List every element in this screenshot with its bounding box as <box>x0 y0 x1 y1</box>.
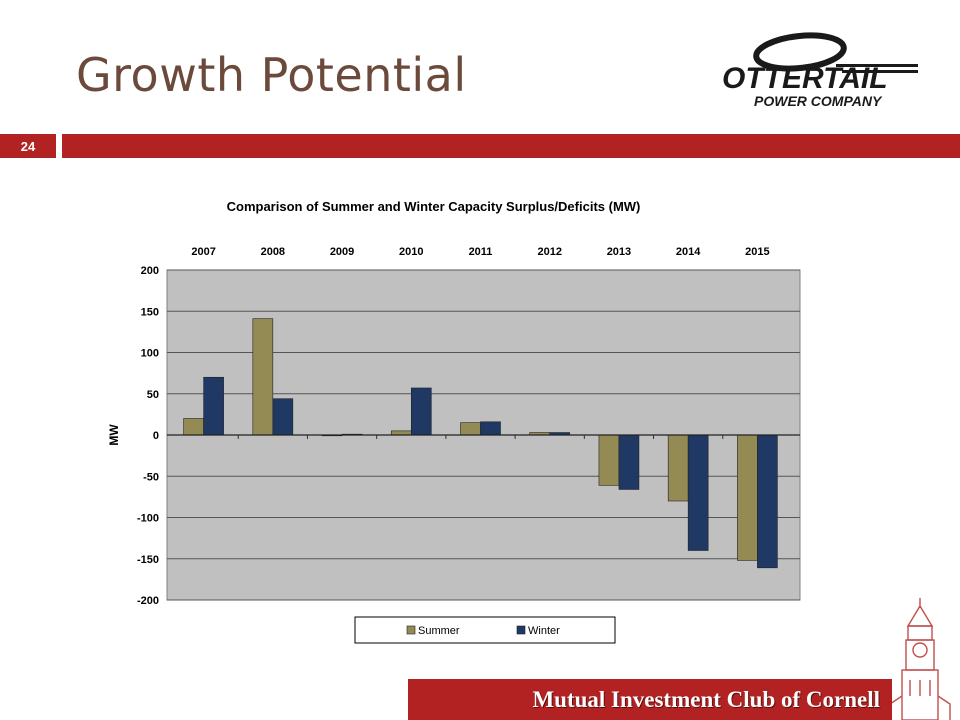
chart-title: Comparison of Summer and Winter Capacity… <box>227 199 641 214</box>
bar-summer <box>252 318 274 436</box>
legend-swatch-winter <box>516 625 526 635</box>
y-tick-label: -50 <box>143 471 159 483</box>
bar-summer <box>598 434 620 486</box>
y-tick-label: 200 <box>141 265 159 277</box>
category-label: 2007 <box>191 246 215 258</box>
logo-wordmark: OTTERTAIL <box>722 62 888 95</box>
category-label: 2010 <box>399 246 423 258</box>
category-label: 2012 <box>537 246 561 258</box>
capacity-chart: Comparison of Summer and Winter Capacity… <box>107 199 801 644</box>
bar-summer <box>737 434 758 561</box>
legend-label-summer: Summer <box>418 625 460 637</box>
y-tick-label: 100 <box>141 348 159 360</box>
category-label: 2015 <box>745 246 769 258</box>
category-label: 2009 <box>330 246 354 258</box>
y-tick-label: -150 <box>137 554 159 566</box>
slide-number: 24 <box>0 134 56 158</box>
bar-winter <box>687 434 709 551</box>
y-tick-label: 50 <box>147 389 159 401</box>
category-label: 2008 <box>261 246 285 258</box>
legend-box <box>354 616 616 644</box>
bar-winter <box>480 421 501 436</box>
y-tick-label: -200 <box>137 595 159 607</box>
category-label: 2014 <box>676 246 701 258</box>
y-tick-label: 150 <box>141 306 159 318</box>
y-tick-label: 0 <box>153 430 159 442</box>
bar-summer <box>460 422 481 436</box>
bar-summer <box>667 434 689 502</box>
slide-title: Growth Potential <box>76 48 467 102</box>
category-label: 2011 <box>469 246 493 258</box>
bar-summer <box>183 418 204 436</box>
bar-winter <box>272 398 294 436</box>
clock-tower-icon <box>889 598 951 720</box>
logo-subtitle: POWER COMPANY <box>754 93 883 109</box>
footer-band: Mutual Investment Club of Cornell <box>408 679 892 720</box>
legend-swatch-summer <box>406 625 416 635</box>
bar-winter <box>203 376 224 436</box>
bar-winter <box>757 434 778 569</box>
legend-label-winter: Winter <box>528 625 560 637</box>
ottertail-logo: OTTERTAIL POWER COMPANY <box>722 32 918 109</box>
y-tick-label: -100 <box>137 513 159 525</box>
bar-summer <box>390 430 412 436</box>
title-rule-bar <box>62 134 960 158</box>
bar-winter <box>618 434 640 490</box>
y-axis-label: MW <box>107 424 121 446</box>
footer-text: Mutual Investment Club of Cornell <box>532 686 880 712</box>
category-label: 2013 <box>607 246 631 258</box>
bar-winter <box>410 387 432 436</box>
